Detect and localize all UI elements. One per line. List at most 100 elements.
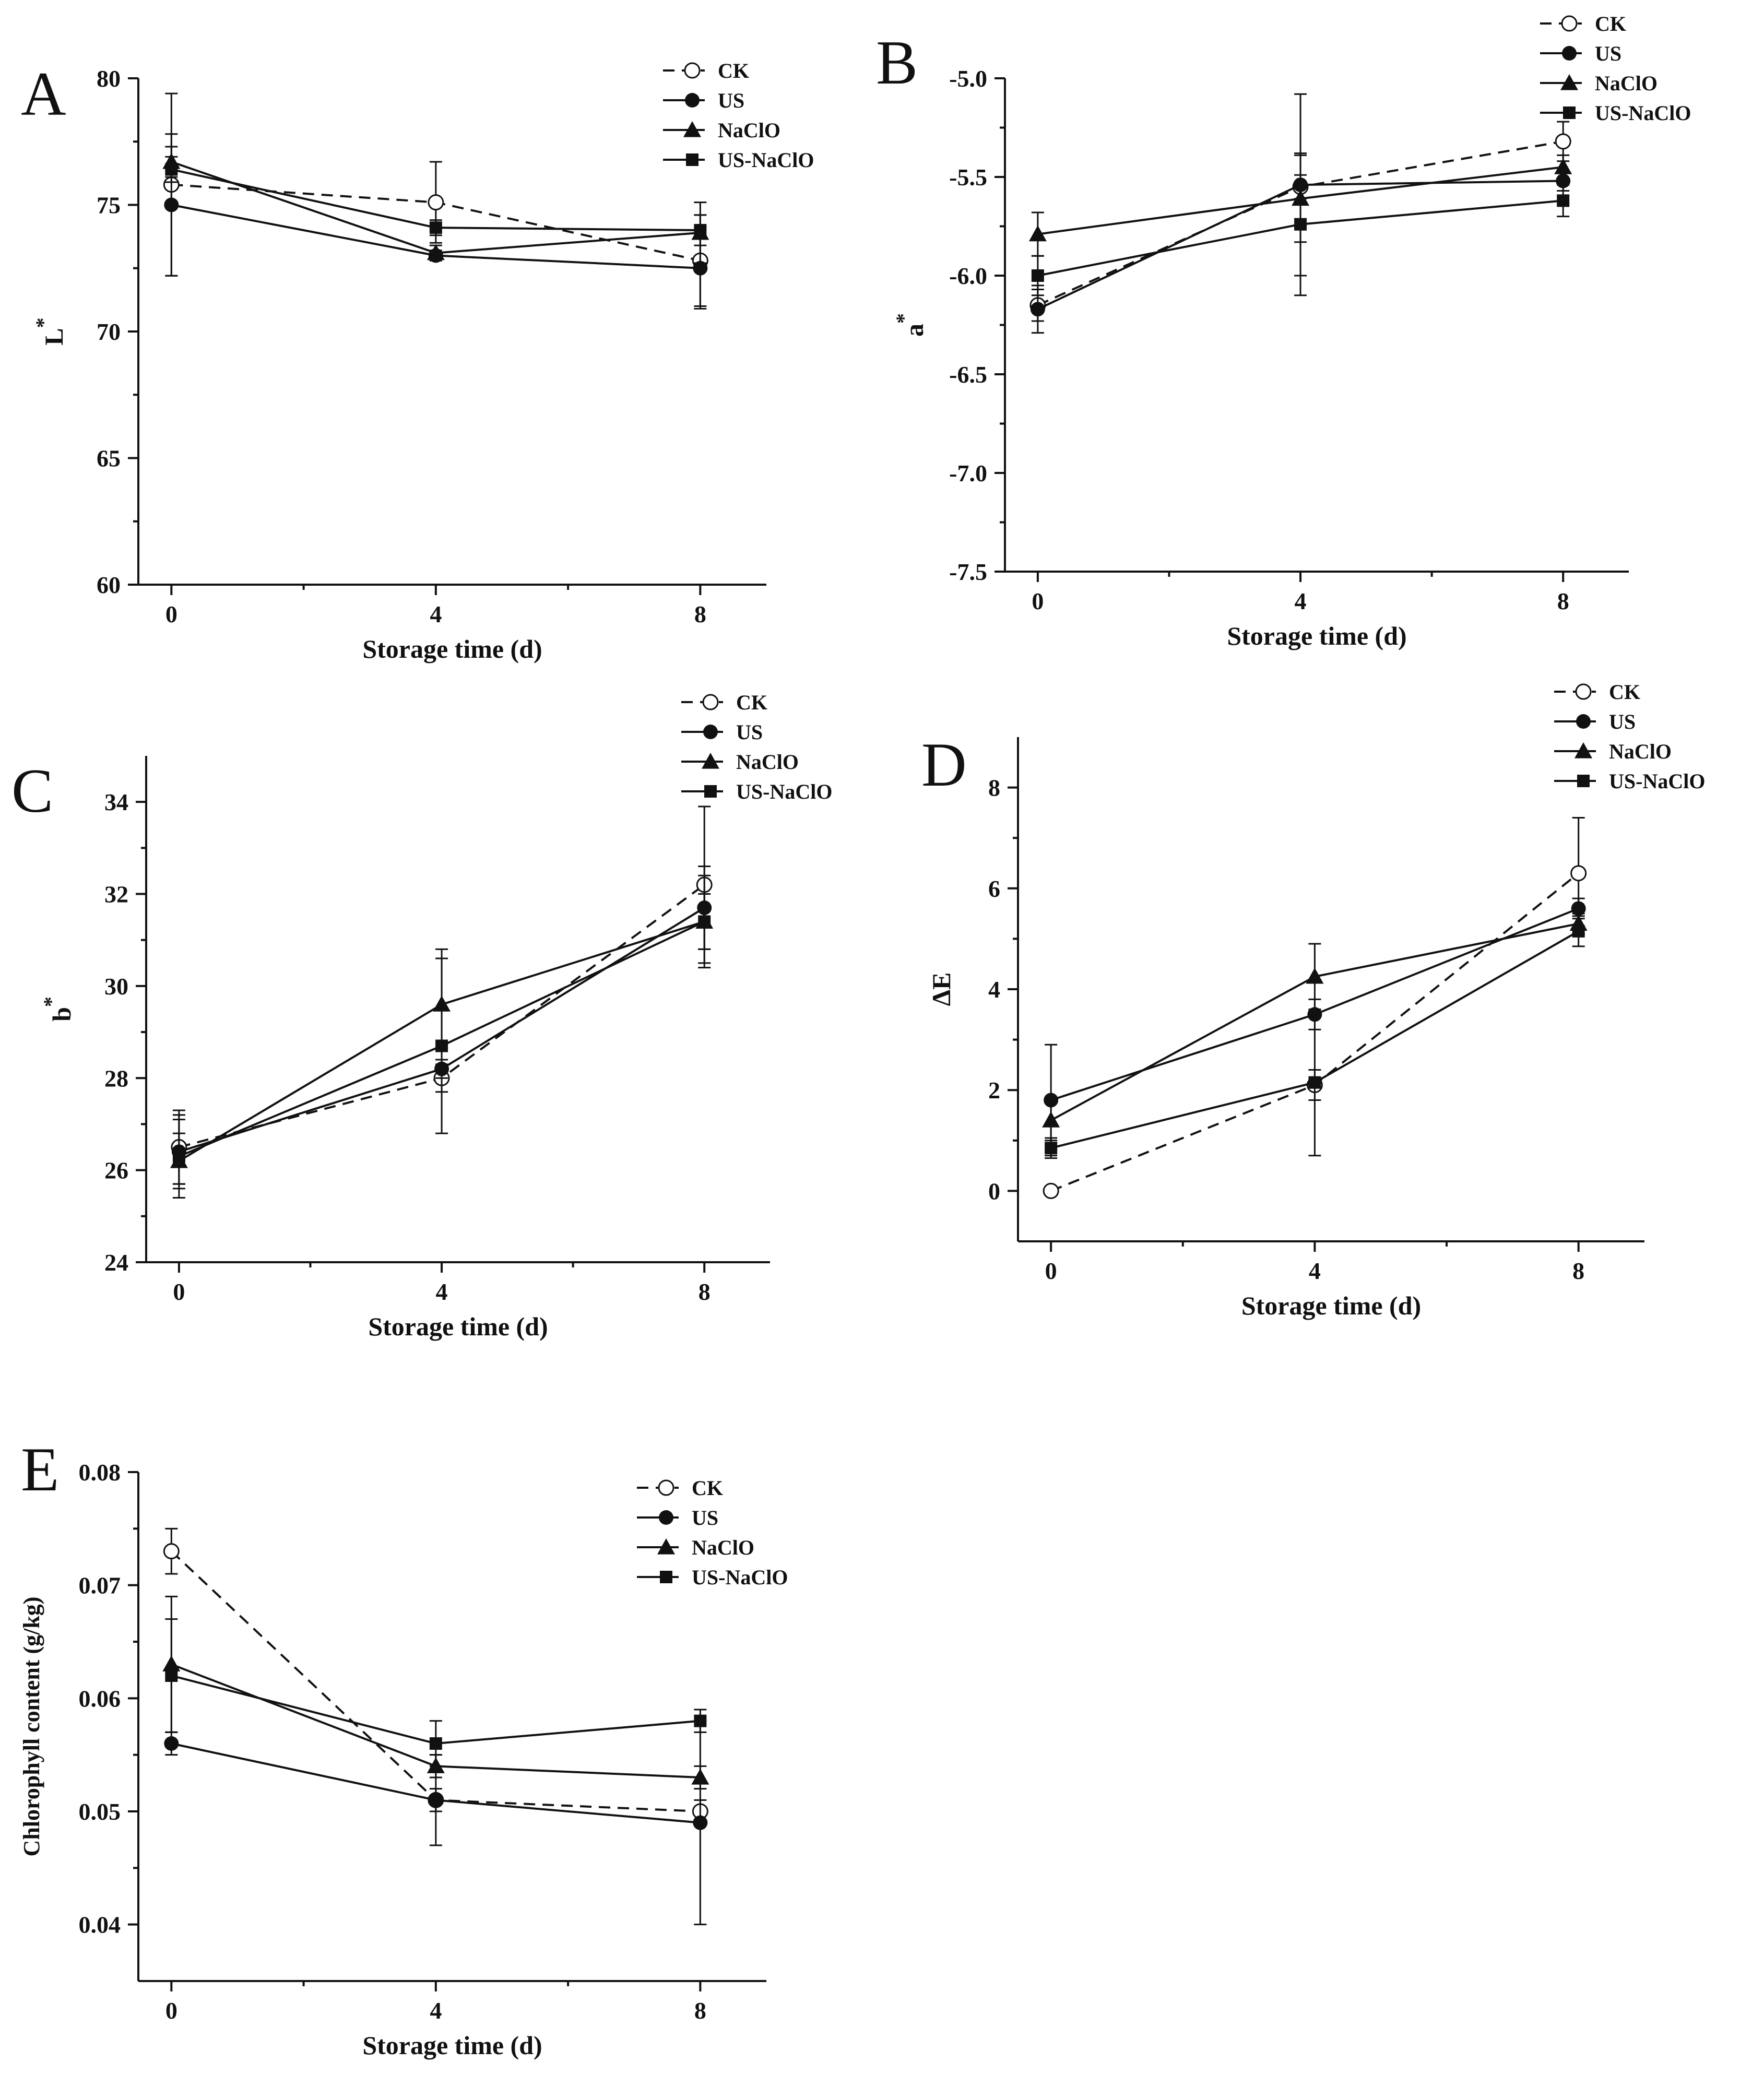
panel-b-legend-marker-naclo [1560, 74, 1578, 90]
panel-b-y-tick-label: -7.0 [949, 460, 987, 487]
panel-d-legend-marker-ck [1575, 683, 1592, 700]
panel-d-letter: D [921, 730, 967, 799]
panel-d-legend-label-us-naclo: US-NaClO [1609, 769, 1705, 793]
panel-c-point-us-naclo [172, 1150, 185, 1163]
panel-d-series-us-naclo [1045, 915, 1585, 1159]
panel-e-y-tick-label: 0.06 [79, 1685, 121, 1712]
panel-b-point-naclo [1028, 225, 1047, 242]
panel-b-letter: B [876, 28, 918, 97]
panel-d-legend-marker-naclo [1574, 742, 1592, 758]
panel-b-legend: CK US NaClO US-NaClO [1540, 12, 1691, 125]
panel-a-x-label: Storage time (d) [362, 634, 542, 663]
panel-b-legend-marker-ck [1561, 15, 1578, 32]
panel-a-point-us-naclo [429, 221, 442, 234]
panel-d-point-naclo [1306, 967, 1324, 984]
panel-b-y-tick-label: -5.0 [949, 65, 987, 92]
panel-a-legend: CK US NaClO US-NaClO [663, 59, 814, 172]
panel-e-legend-label-us-naclo: US-NaClO [692, 1566, 788, 1589]
panel-b-legend-label-us-naclo: US-NaClO [1595, 101, 1691, 125]
panel-c-legend-label-us: US [736, 720, 763, 744]
panel-b-point-us-naclo [1557, 194, 1570, 207]
panel-e-legend-label-us: US [692, 1506, 718, 1529]
panel-c-series-us-naclo [172, 874, 711, 1199]
panel-d-legend-label-us: US [1609, 710, 1636, 733]
panel-c-legend-marker-naclo [702, 753, 719, 769]
panel-b-point-us-naclo [1294, 218, 1307, 231]
panel-e-y-label: Chlorophyll content (g/kg) [19, 1597, 44, 1857]
panel-b-y-label: a* [892, 313, 929, 337]
panel-a-legend-marker-ck [684, 62, 701, 79]
panel-e-point-us [164, 1736, 179, 1751]
panel-e-x-tick-label: 0 [165, 1997, 177, 2024]
panel-b-point-us-naclo [1031, 269, 1044, 282]
panel-e-point-naclo [691, 1769, 709, 1785]
panel-d-point-us-naclo [1572, 924, 1585, 938]
panel-c-x-tick-label: 0 [173, 1278, 185, 1305]
panel-d-y-tick-label: 4 [988, 976, 1000, 1003]
panel-a-x-tick-label: 4 [430, 601, 442, 627]
panel-c-y-tick-label: 24 [104, 1249, 128, 1276]
panel-a-point-ck [428, 194, 444, 211]
panel-e-x-tick-label: 8 [694, 1997, 706, 2024]
panel-c: C 24 26 28 30 32 34 0 4 8 Storage time (d) b* CK US Na… [11, 691, 832, 1341]
panel-d-point-us-naclo [1045, 1142, 1058, 1155]
panel-d-x-label: Storage time (d) [1241, 1291, 1421, 1320]
panel-e-legend-marker-naclo [657, 1538, 675, 1555]
panel-e-legend-marker-us-naclo [660, 1571, 672, 1583]
panel-d-y-tick-label: 6 [988, 875, 1000, 902]
panel-e-y-tick-label: 0.07 [79, 1572, 121, 1599]
panel-a-x-tick-label: 0 [165, 601, 177, 627]
panel-c-y-tick-label: 30 [104, 973, 128, 1000]
panel-d-point-us-naclo [1308, 1076, 1321, 1089]
panel-a-point-us-naclo [165, 163, 178, 176]
panel-d-y-label: ΔE [927, 973, 956, 1006]
panel-c-legend: CK US NaClO US-NaClO [681, 691, 832, 803]
panel-d-point-us [1571, 901, 1586, 916]
panel-e: E 0.04 0.05 0.06 0.07 0.08 0 4 8 Storage time (d)… [19, 1434, 788, 2060]
panel-b-legend-marker-us [1562, 46, 1577, 61]
panel-c-y-tick-label: 34 [104, 789, 128, 815]
panel-d-x-tick-label: 4 [1309, 1258, 1321, 1284]
panel-e-legend-label-naclo: NaClO [692, 1536, 754, 1559]
panel-c-legend-marker-ck [702, 694, 719, 710]
panel-c-y-label: b* [39, 997, 76, 1022]
panel-c-legend-label-naclo: NaClO [736, 750, 799, 774]
panel-b: B -7.5 -7.0 -6.5 -6.0 -5.5 -5.0 0 4 8 Storage time… [876, 12, 1691, 650]
panel-b-x-label: Storage time (d) [1227, 621, 1406, 650]
panel-a-y-label: L* [31, 317, 68, 345]
panel-d: D 0 2 4 6 8 0 4 8 Storage time (d) ΔE CK US NaClO US-N… [921, 680, 1705, 1320]
panel-e-point-us [428, 1793, 443, 1808]
panel-a-point-us [164, 197, 179, 212]
panel-d-y-tick-label: 8 [988, 775, 1000, 801]
panel-c-legend-marker-us [703, 725, 718, 739]
panel-b-point-ck [1555, 133, 1571, 150]
panel-d-legend-marker-us [1576, 714, 1591, 729]
panel-a-series-us-naclo [165, 156, 707, 246]
panel-a-legend-marker-naclo [683, 121, 701, 137]
panel-d-point-naclo [1042, 1111, 1060, 1128]
panel-c-point-us-naclo [698, 915, 711, 928]
panel-a-point-us-naclo [694, 224, 707, 236]
panel-b-y-tick-label: -5.5 [949, 164, 987, 191]
panel-e-series-us-naclo [165, 1618, 707, 1767]
panel-e-x-label: Storage time (d) [362, 2031, 542, 2060]
panel-e-point-us-naclo [165, 1669, 178, 1682]
panel-e-point-us-naclo [694, 1714, 707, 1727]
panel-d-legend-marker-us-naclo [1577, 775, 1590, 787]
panel-a-point-us [693, 260, 708, 276]
panel-b-x-tick-label: 0 [1032, 588, 1044, 614]
panel-c-y-tick-label: 32 [104, 881, 128, 908]
panel-a: A 60 65 70 75 80 0 4 8 Storage time (d) L* CK US NaCl… [21, 59, 814, 663]
panel-d-point-ck [1043, 1182, 1059, 1199]
panel-a-point-naclo [427, 244, 445, 260]
panel-a-x-tick-label: 8 [694, 601, 706, 627]
panel-a-legend-label-ck: CK [718, 59, 749, 82]
panel-b-x-tick-label: 8 [1557, 588, 1569, 614]
panel-a-y-tick-label: 75 [97, 192, 121, 219]
panel-b-point-naclo [1554, 158, 1572, 174]
panel-c-point-us-naclo [435, 1039, 448, 1052]
panel-b-legend-marker-us-naclo [1563, 106, 1576, 119]
panel-b-legend-label-us: US [1595, 42, 1621, 65]
panel-a-legend-marker-us-naclo [686, 153, 699, 166]
